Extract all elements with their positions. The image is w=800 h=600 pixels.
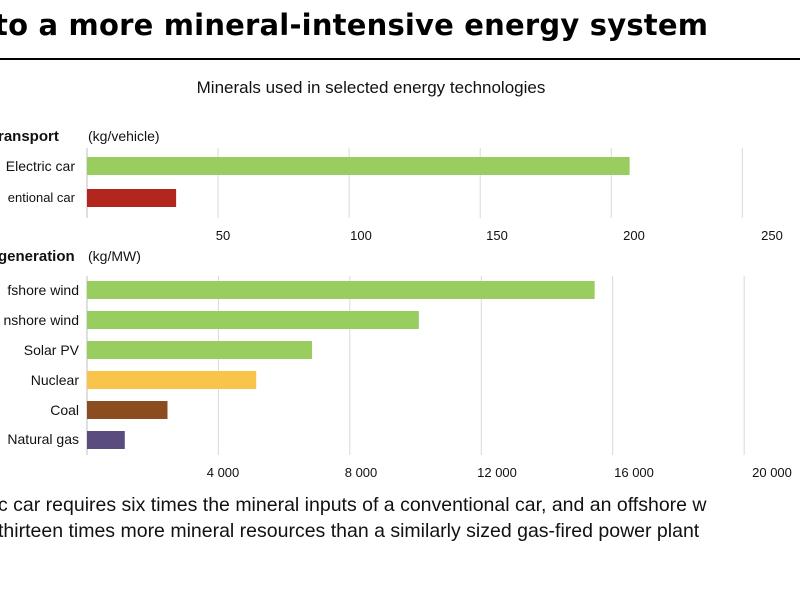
- category-label-conventional-car: entional car: [7, 190, 75, 205]
- tick-label-power-20000: 20 000: [752, 465, 792, 480]
- tick-label-transport-150: 150: [486, 228, 508, 243]
- unit-label-power-generation: (kg/MW): [88, 248, 141, 264]
- caption-line-2: es thirteen times more mineral resources…: [0, 520, 700, 542]
- tick-label-transport-50: 50: [215, 228, 231, 243]
- bar-power-solar-pv: [87, 341, 313, 359]
- bar-transport-electric-car: [87, 157, 630, 175]
- chart-title: Minerals used in selected energy technol…: [196, 78, 546, 97]
- page-title: to a more mineral-intensive energy syste…: [0, 8, 709, 42]
- category-label-natural-gas: Natural gas: [7, 431, 79, 447]
- bar-power-coal: [87, 401, 168, 419]
- bar-transport-entional-car: [87, 189, 177, 207]
- category-label-electric-car: Electric car: [5, 158, 75, 174]
- section-label-transport: ransport: [0, 128, 59, 145]
- category-label-onshore-wind: nshore wind: [3, 312, 80, 328]
- bar-power-natural-gas: [87, 431, 125, 449]
- category-label-offshore-wind: fshore wind: [7, 282, 79, 298]
- tick-label-transport-250: 250: [761, 228, 783, 243]
- tick-label-power-12000: 12 000: [477, 465, 517, 480]
- section-label-power-generation: generation: [0, 248, 75, 265]
- header-bar: to a more mineral-intensive energy syste…: [0, 0, 800, 60]
- unit-label-transport: (kg/vehicle): [88, 128, 160, 144]
- caption-line-1: ctric car requires six times the mineral…: [0, 494, 707, 516]
- tick-label-transport-100: 100: [350, 228, 372, 243]
- category-label-nuclear: Nuclear: [30, 372, 79, 388]
- category-label-coal: Coal: [50, 402, 79, 418]
- bar-power-fshore-wind: [87, 281, 595, 299]
- tick-label-power-4000: 4 000: [206, 465, 240, 480]
- category-label-solar-pv: Solar PV: [23, 342, 79, 358]
- tick-label-power-16000: 16 000: [614, 465, 654, 480]
- tick-label-transport-200: 200: [623, 228, 645, 243]
- bar-power-nuclear: [87, 371, 257, 389]
- bar-power-nshore-wind: [87, 311, 419, 329]
- tick-label-power-8000: 8 000: [344, 465, 378, 480]
